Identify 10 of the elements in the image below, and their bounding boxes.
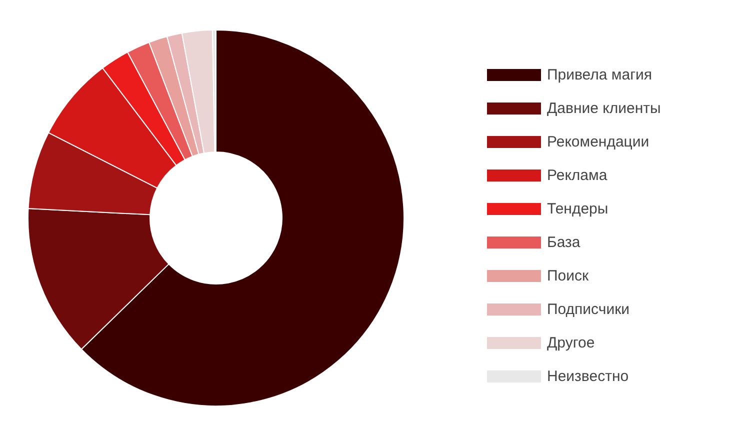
legend-label: Тендеры — [547, 200, 608, 218]
legend-label: Подписчики — [547, 301, 630, 318]
legend-label: Неизвестно — [547, 368, 629, 385]
legend-label: Поиск — [547, 268, 589, 284]
legend-label: Давние клиенты — [547, 100, 661, 117]
legend-label: Рекомендации — [547, 134, 650, 150]
legend-label: Реклама — [547, 167, 608, 184]
legend-label: База — [547, 234, 581, 251]
legend-label: Привела магия — [547, 66, 652, 84]
legend-label: Другое — [547, 334, 595, 352]
